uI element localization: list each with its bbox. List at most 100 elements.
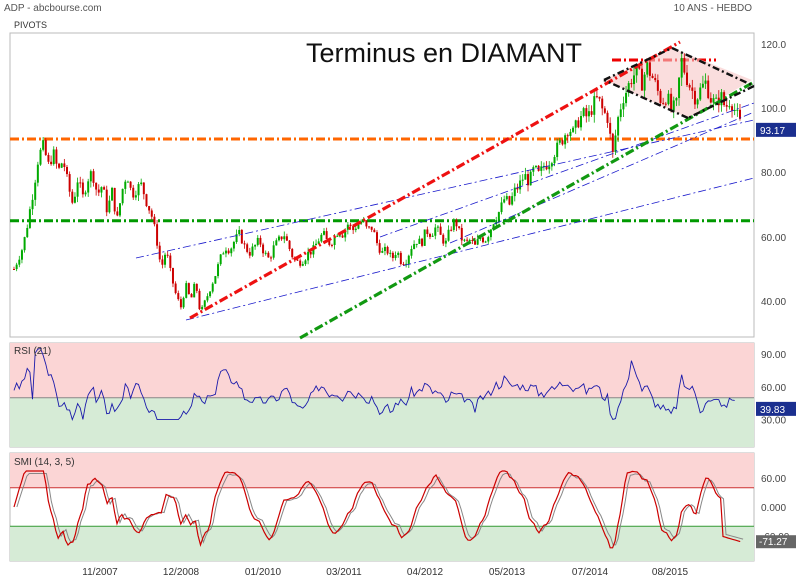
candle-body [330, 244, 333, 246]
candle-body [439, 226, 442, 235]
candle-body [100, 187, 103, 193]
candle-body [527, 174, 530, 186]
candle-body [214, 276, 217, 284]
candle-body [680, 57, 683, 78]
x-tick-label: 05/2013 [489, 567, 526, 578]
candle-body [232, 242, 235, 249]
candle-body [471, 240, 474, 242]
candle-body [678, 77, 681, 99]
candle-body [648, 62, 651, 76]
candle-body [725, 105, 728, 107]
candle-body [715, 97, 718, 99]
candle-body [89, 171, 92, 182]
candle-body [487, 237, 490, 242]
smi-y-tick-label: 0.000 [761, 503, 786, 514]
candle-body [320, 234, 323, 242]
candle-body [627, 83, 630, 93]
x-tick-label: 04/2012 [407, 567, 444, 578]
candle-body [497, 212, 500, 221]
candle-body [171, 267, 174, 284]
candle-body [569, 131, 572, 136]
rsi-last-badge [756, 401, 796, 416]
candle-body [87, 181, 90, 193]
candle-body [529, 171, 532, 186]
candle-body [280, 236, 283, 240]
candle-body [558, 140, 561, 143]
candle-body [291, 248, 294, 258]
candle-body [672, 100, 675, 111]
price-y-tick-label: 100.0 [761, 104, 786, 115]
x-tick-label: 07/2014 [572, 567, 609, 578]
candle-body [164, 254, 167, 265]
candle-body [34, 182, 37, 200]
candle-body [179, 299, 182, 308]
candle-body [63, 163, 66, 168]
candle-body [50, 161, 53, 165]
channel-line [135, 119, 755, 259]
candle-body [619, 109, 622, 118]
candle-body [15, 264, 18, 270]
candle-body [153, 216, 156, 225]
price-y-tick-label: 60.00 [761, 233, 786, 244]
candle-body [132, 187, 135, 198]
candle-body [402, 263, 405, 265]
candle-body [431, 235, 434, 237]
candle-body [428, 234, 431, 237]
candle-body [227, 250, 230, 254]
candle-body [222, 253, 225, 255]
candle-body [323, 231, 326, 235]
candle-body [299, 260, 302, 266]
candle-body [60, 163, 63, 168]
candle-body [272, 245, 275, 258]
candle-body [617, 117, 620, 136]
chart-header-right: 10 ANS - HEBDO [673, 3, 752, 14]
candle-body [540, 166, 543, 171]
candle-body [399, 252, 402, 264]
rsi-y-tick-label: 60.00 [761, 383, 786, 394]
candle-body [640, 68, 643, 91]
rsi-line [13, 347, 735, 422]
diamond-edge [687, 84, 755, 120]
candle-body [118, 203, 121, 216]
candle-body [246, 244, 249, 252]
candle-body [505, 196, 508, 200]
smi-line [13, 470, 741, 549]
candle-body [79, 182, 82, 184]
x-tick-label: 01/2010 [245, 567, 282, 578]
candle-body [354, 228, 357, 231]
candle-body [603, 108, 606, 113]
candle-body [595, 96, 598, 98]
candle-body [391, 252, 394, 259]
candle-body [566, 135, 569, 137]
candle-body [219, 254, 222, 265]
candle-body [217, 264, 220, 277]
candle-body [614, 135, 617, 152]
candle-body [609, 122, 612, 134]
candle-body [42, 140, 45, 150]
candle-body [52, 149, 55, 165]
candle-body [545, 165, 548, 170]
candle-body [582, 108, 585, 116]
candle-body [638, 65, 641, 69]
candle-body [81, 182, 84, 195]
candle-body [656, 80, 659, 91]
x-tick-label: 12/2008 [163, 567, 200, 578]
candle-body [534, 165, 537, 168]
candle-body [444, 240, 447, 244]
candle-body [447, 229, 450, 241]
candle-body [166, 254, 169, 256]
candle-body [460, 227, 463, 241]
candle-body [18, 259, 21, 265]
candle-body [580, 115, 583, 128]
smi-y-tick-label: 60.00 [761, 474, 786, 485]
smi-overbought-zone [10, 453, 754, 488]
candle-body [105, 189, 108, 213]
candle-body [365, 220, 368, 227]
candle-body [415, 243, 418, 245]
candle-body [524, 174, 527, 180]
candle-body [418, 238, 421, 244]
candle-body [675, 98, 678, 101]
candle-body [405, 263, 408, 265]
candle-body [304, 260, 307, 265]
